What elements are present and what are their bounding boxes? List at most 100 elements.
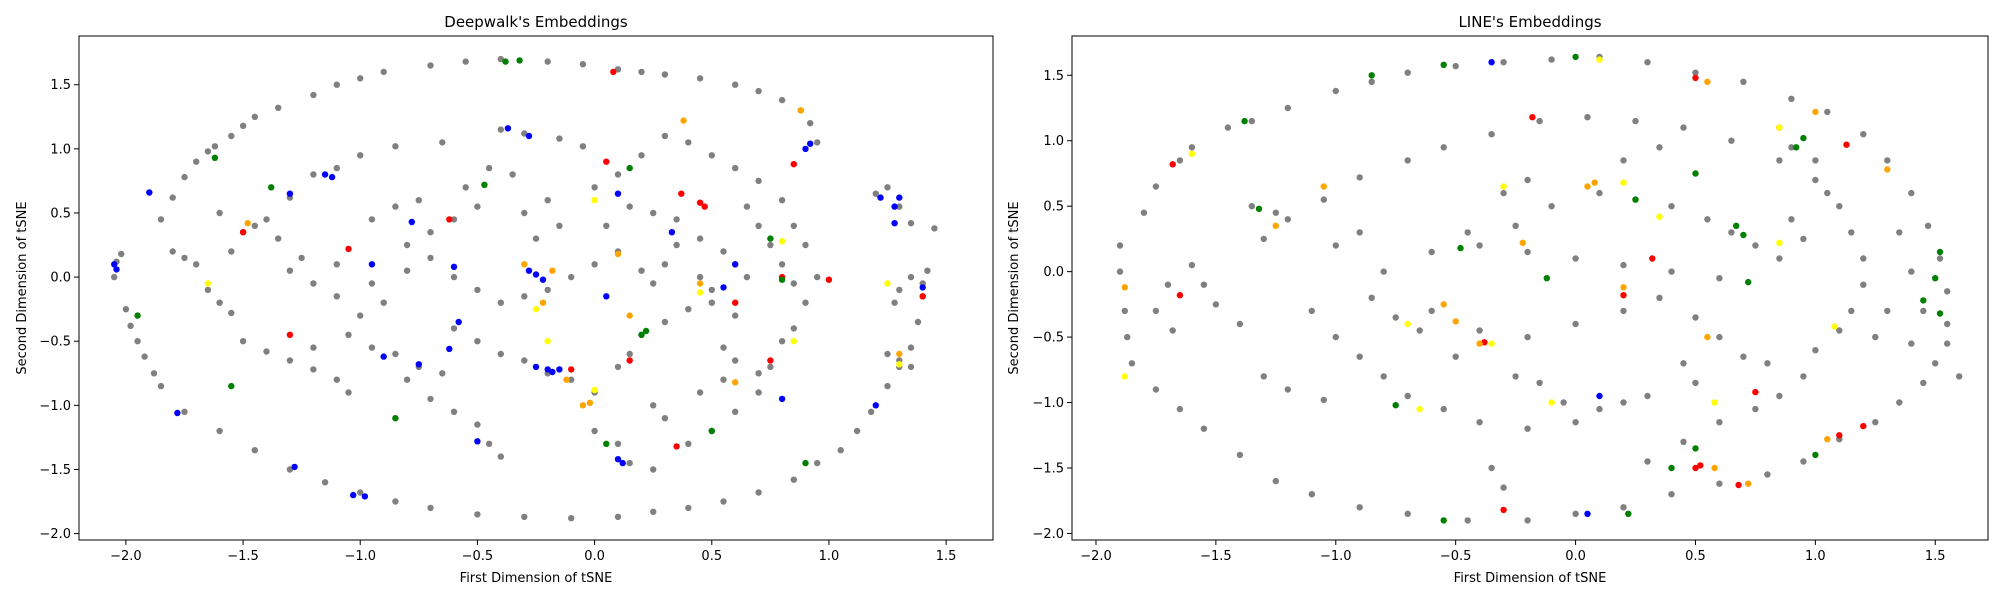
line-point-green [1392, 402, 1399, 409]
deepwalk-point-other [814, 139, 821, 146]
line-point-other [1692, 379, 1699, 387]
line-plot-title: LINE's Embeddings [1458, 13, 1601, 31]
line-point-other [1800, 458, 1807, 465]
deepwalk-point-other [661, 71, 669, 78]
deepwalk-point-blue [614, 456, 622, 463]
deepwalk-point-other [521, 293, 528, 300]
deepwalk-point-other [626, 459, 633, 467]
line-point-other [1404, 510, 1411, 517]
line-point-other [1668, 268, 1675, 275]
deepwalk-point-green [778, 276, 786, 283]
line-point-other [1512, 222, 1519, 229]
deepwalk-point-other [333, 81, 340, 88]
line-point-green [1800, 134, 1807, 142]
deepwalk-point-other [591, 184, 598, 191]
line-point-other [1548, 56, 1555, 63]
deepwalk-point-blue [877, 194, 884, 201]
line-point-yellow [1711, 399, 1718, 406]
deepwalk-point-other [556, 135, 563, 142]
deepwalk-point-yellow [204, 280, 212, 287]
deepwalk-point-other [650, 209, 657, 217]
deepwalk-point-other [368, 216, 376, 223]
deepwalk-point-other [614, 513, 622, 521]
line-point-other [1152, 183, 1160, 190]
line-point-other [1524, 333, 1531, 341]
deepwalk-point-orange [732, 379, 739, 386]
line-point-other [1536, 117, 1543, 125]
deepwalk-point-green [268, 184, 275, 191]
line-point-other [1284, 386, 1292, 393]
line-point-other [1404, 157, 1411, 164]
deepwalk-point-other [638, 68, 645, 76]
deepwalk-point-other [474, 286, 481, 294]
deepwalk-point-other [415, 197, 422, 204]
line-point-yellow [1620, 179, 1627, 186]
line-x-tick-label: −1.0 [1320, 549, 1352, 564]
line-point-other [1860, 131, 1867, 138]
line-point-yellow [1404, 320, 1411, 328]
line-point-green [1692, 170, 1699, 177]
deepwalk-point-other [392, 350, 399, 358]
line-point-orange [1476, 340, 1483, 347]
deepwalk-point-other [544, 286, 551, 294]
deepwalk-point-other [638, 267, 645, 274]
deepwalk-point-blue [450, 263, 458, 270]
line-point-other [1236, 451, 1244, 459]
line-point-blue [1488, 59, 1495, 66]
line-point-yellow [1416, 405, 1423, 413]
line-point-other [1788, 216, 1795, 223]
line-y-ticks: −2.0 −1.5 −1.0 −0.5 0.0 0.5 1.0 1.5 [1032, 69, 1072, 542]
deepwalk-point-orange [680, 117, 687, 124]
deepwalk-point-other [216, 299, 223, 306]
line-point-green [1733, 222, 1740, 229]
line-point-orange [1704, 78, 1711, 86]
line-point-other [1788, 144, 1795, 151]
line-point-yellow [1188, 150, 1196, 157]
line-point-other [1260, 373, 1268, 380]
deepwalk-point-other [211, 143, 219, 150]
deepwalk-plot-title: Deepwalk's Embeddings [444, 13, 628, 31]
line-point-other [1356, 353, 1363, 360]
deepwalk-point-other [392, 498, 399, 505]
deepwalk-point-other [450, 216, 458, 223]
line-point-green [1745, 278, 1752, 286]
deepwalk-point-other [685, 504, 692, 512]
deepwalk-point-other [392, 143, 399, 150]
deepwalk-x-ticks: −2.0 −1.5 −1.0 −0.5 0.0 0.5 1.0 1.5 [110, 540, 956, 564]
deepwalk-point-red [732, 299, 739, 306]
line-point-green [1936, 310, 1944, 317]
deepwalk-point-other [743, 273, 751, 281]
deepwalk-point-other [439, 370, 446, 377]
deepwalk-point-other [755, 177, 762, 185]
deepwalk-point-blue [556, 366, 563, 373]
line-point-other [1260, 235, 1268, 243]
deepwalk-point-other [767, 363, 774, 371]
deepwalk-point-red [790, 161, 797, 168]
line-point-blue [1584, 510, 1591, 517]
deepwalk-point-other [696, 389, 704, 396]
line-point-other [1152, 307, 1160, 315]
deepwalk-point-blue [549, 368, 556, 376]
deepwalk-point-blue [446, 345, 453, 353]
line-point-other [1320, 196, 1328, 203]
deepwalk-point-green [626, 164, 633, 172]
deepwalk-point-other [239, 338, 247, 345]
deepwalk-point-other [778, 338, 786, 345]
deepwalk-point-other [521, 357, 528, 364]
deepwalk-point-other [310, 366, 317, 373]
deepwalk-point-other [614, 363, 622, 371]
deepwalk-point-orange [549, 267, 556, 274]
deepwalk-point-green [134, 312, 141, 319]
deepwalk-point-green [708, 427, 715, 435]
line-point-other [1332, 333, 1340, 341]
line-y-tick-label: 0.0 [1043, 265, 1064, 280]
deepwalk-point-other [837, 447, 844, 454]
deepwalk-point-blue [668, 229, 676, 236]
deepwalk-y-axis-label: Second Dimension of tSNE [15, 201, 30, 374]
line-point-other [1572, 320, 1579, 328]
deepwalk-point-other [141, 353, 148, 360]
line-point-yellow [1776, 124, 1783, 131]
line-point-other [1716, 419, 1723, 426]
line-point-green [1457, 244, 1464, 252]
